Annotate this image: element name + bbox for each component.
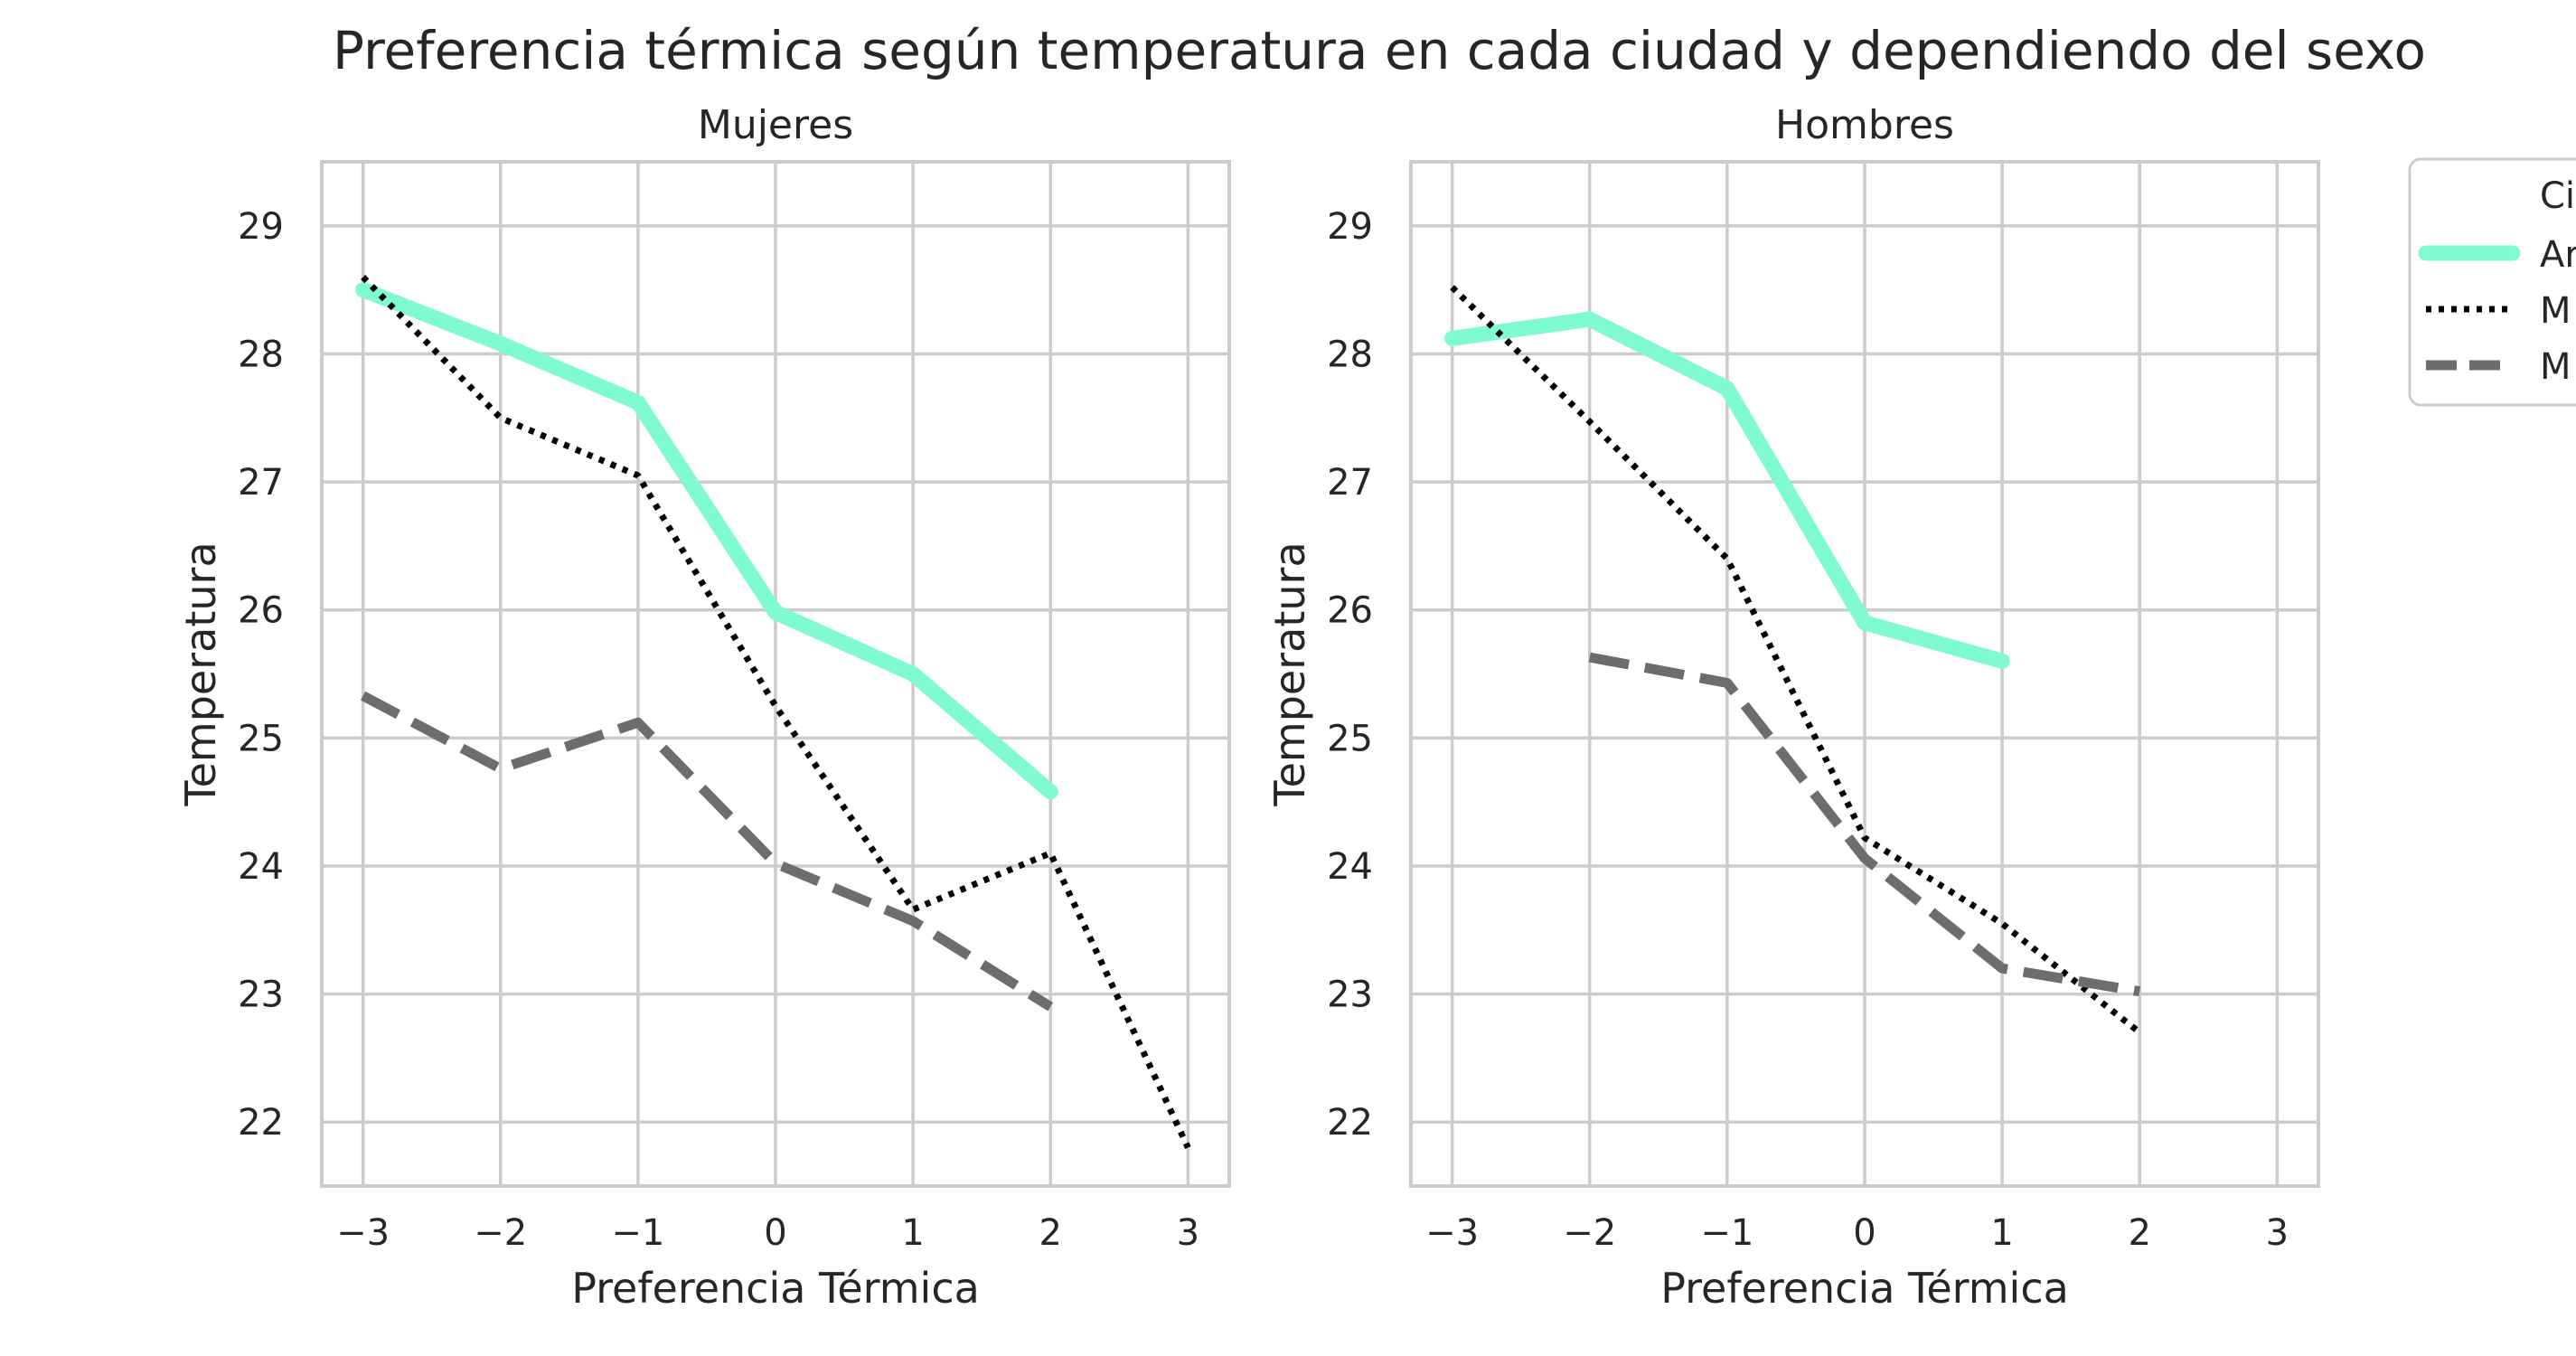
y-tick-label: 25	[238, 718, 284, 759]
x-tick-label: 0	[764, 1212, 786, 1254]
series-line-0	[1444, 311, 2010, 669]
x-tick-label: 3	[2266, 1212, 2289, 1254]
x-tick-label: −2	[1563, 1212, 1616, 1254]
x-tick-label: 2	[2129, 1212, 2151, 1254]
y-tick-label: 26	[1327, 590, 1373, 632]
y-tick-label: 27	[238, 462, 284, 504]
x-tick-label: −1	[611, 1212, 664, 1254]
x-tick-label: −3	[336, 1212, 390, 1254]
x-tick-label: −2	[474, 1212, 527, 1254]
series-line-2	[1588, 652, 2141, 997]
y-tick-label: 23	[238, 975, 284, 1016]
y-tick-label: 29	[238, 206, 284, 248]
x-tick-label: −1	[1700, 1212, 1753, 1254]
y-tick-label: 27	[1327, 462, 1373, 504]
legend-box	[2408, 157, 2576, 407]
plot-frame	[1409, 160, 2320, 1188]
y-tick-label: 22	[1327, 1102, 1373, 1144]
panel-1: −3 −2 −1 0 1 2 32223242526272829HombresPrefere…	[1265, 102, 2320, 1313]
y-tick-label: 23	[1327, 975, 1373, 1016]
y-tick-label: 24	[238, 846, 284, 888]
plot-frame	[320, 160, 1231, 1188]
figure-title: Preferencia térmica según temperatura en…	[333, 20, 2426, 81]
panel-title: Mujeres	[698, 102, 853, 148]
x-axis-label: Preferencia Térmica	[1660, 1264, 2069, 1313]
panel-title: Hombres	[1775, 102, 1954, 148]
legend-label-1: M	[2540, 290, 2571, 332]
panel-0: −3 −2 −1 0 1 2 32223242526272829MujeresPrefere…	[176, 102, 1231, 1313]
y-tick-label: 22	[238, 1102, 284, 1144]
y-tick-label: 29	[1327, 206, 1373, 248]
y-tick-label: 28	[1327, 334, 1373, 375]
series-line-2	[361, 691, 1054, 1012]
x-axis-label: Preferencia Térmica	[571, 1264, 980, 1313]
x-tick-label: 2	[1039, 1212, 1062, 1254]
legend-label-2: M	[2540, 346, 2571, 388]
x-tick-label: 1	[1990, 1212, 2013, 1254]
x-tick-label: 0	[1853, 1212, 1876, 1254]
y-axis-label: Temperatura	[1265, 541, 1314, 806]
y-tick-label: 26	[238, 590, 284, 632]
legend-label-0: Ar	[2540, 234, 2576, 276]
y-tick-label: 25	[1327, 718, 1373, 759]
x-tick-label: −3	[1425, 1212, 1479, 1254]
y-axis-label: Temperatura	[176, 541, 225, 806]
y-tick-label: 24	[1327, 846, 1373, 888]
series-line-0	[355, 282, 1058, 800]
x-tick-label: 3	[1177, 1212, 1199, 1254]
legend-title: Ci	[2540, 175, 2575, 217]
y-tick-label: 28	[238, 334, 284, 375]
series-line-1	[1450, 285, 2142, 1035]
x-tick-label: 1	[901, 1212, 924, 1254]
